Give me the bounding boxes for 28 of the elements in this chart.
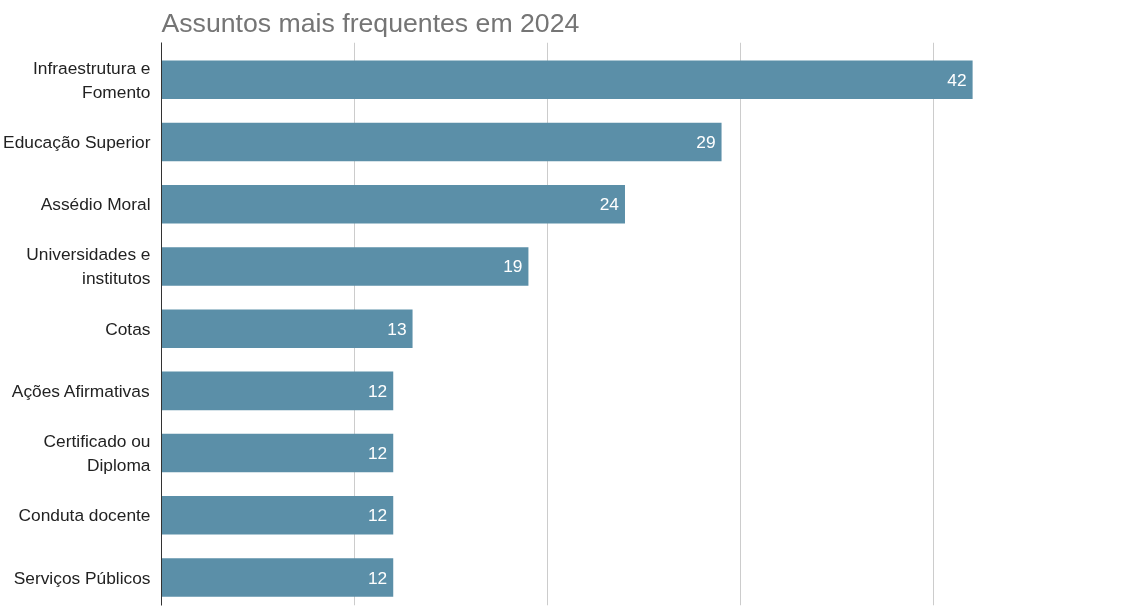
bar (161, 60, 973, 100)
data-label: 12 (367, 380, 388, 401)
y-tick-label: Conduta docente (18, 505, 151, 526)
bar (161, 371, 394, 411)
data-label: 12 (367, 443, 388, 464)
bar (161, 558, 394, 597)
data-label: 12 (367, 567, 388, 588)
y-tick-label: Serviços Públicos (13, 567, 151, 588)
y-tick-label: Cotas (105, 318, 151, 339)
bar (161, 122, 722, 162)
bar (161, 184, 625, 224)
y-tick-label: Universidades e institutos (26, 244, 151, 289)
chart-title: Assuntos mais frequentes em 2024 (161, 7, 580, 38)
bar (161, 433, 394, 473)
data-label: 24 (599, 194, 620, 215)
y-tick-label: Educação Superior (3, 132, 151, 153)
data-label: 13 (387, 318, 407, 339)
data-label: 42 (947, 69, 967, 90)
y-tick-label: Certificado ou Diploma (43, 431, 151, 476)
data-label: 29 (696, 132, 716, 153)
y-tick-label: Ações Afirmativas (11, 380, 150, 401)
y-tick-label: Assédio Moral (40, 194, 151, 215)
bar (161, 247, 529, 286)
bar (161, 496, 394, 535)
data-label: 19 (503, 256, 523, 277)
data-label: 12 (367, 505, 388, 526)
y-tick-label: Infraestrutura e Fomento (32, 57, 151, 102)
bar (161, 309, 413, 348)
